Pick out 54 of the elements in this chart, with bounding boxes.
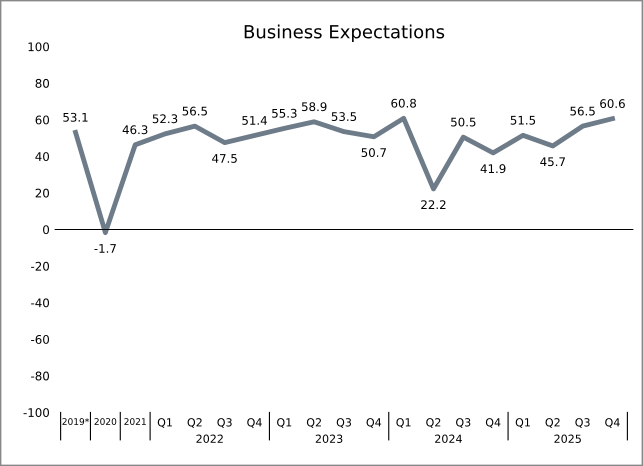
data-label: 60.8 (391, 98, 416, 108)
data-label: 50.7 (362, 148, 386, 158)
data-label: 60.6 (600, 99, 625, 108)
data-label: 46.3 (122, 125, 148, 134)
data-label: 53.1 (63, 112, 88, 122)
x-tick-label: Q4 (247, 418, 262, 428)
text: 2023 (316, 434, 342, 443)
y-tick-label: -40 (31, 298, 50, 308)
y-tick-label: 60 (36, 115, 50, 124)
x-tick-label: Q3 (575, 418, 590, 428)
x-tick-label: Q2 (188, 418, 202, 428)
data-label: 22.2 (421, 200, 446, 209)
x-tick-label: Q1 (396, 418, 411, 428)
data-label: 41.9 (480, 164, 506, 174)
x-tick-label: Q3 (336, 418, 352, 428)
data-label: 53.5 (332, 112, 356, 122)
data-label: 52.3 (152, 114, 178, 124)
data-label: 47.5 (212, 154, 237, 163)
data-label: 50.5 (451, 118, 476, 127)
y-tick-label: 100 (28, 42, 50, 52)
x-tick-label: Q4 (366, 418, 382, 428)
text: 2022 (196, 434, 223, 443)
data-label: 45.7 (540, 157, 565, 166)
x-tick-label: 2020 (94, 418, 116, 425)
x-tick-label: Q4 (486, 418, 500, 428)
data-label: -1.7 (94, 244, 116, 253)
y-tick-label: 0 (43, 225, 50, 234)
y-tick-label: -60 (31, 334, 50, 344)
x-tick-label: Q4 (605, 418, 620, 428)
x-tick-label: Q1 (277, 418, 292, 428)
text: 2024 (435, 434, 462, 443)
y-tick-label: 80 (36, 78, 50, 88)
y-tick-label: -100 (24, 408, 50, 418)
data-label: 55.3 (272, 108, 297, 118)
x-tick-label: Q1 (158, 418, 172, 428)
x-tick-label: Q3 (217, 418, 232, 428)
data-label: 56.5 (182, 106, 207, 116)
x-tick-label: Q3 (456, 418, 470, 428)
text: 2025 (554, 434, 581, 443)
y-tick-label: -80 (31, 372, 50, 380)
data-label: 56.5 (570, 106, 595, 116)
x-tick-label: Q2 (306, 418, 321, 428)
data-label: 51.5 (510, 116, 536, 125)
y-tick-label: 40 (35, 152, 50, 161)
x-tick-label: Q2 (546, 418, 560, 428)
data-label: 58.9 (302, 102, 326, 112)
x-tick-label: 2021 (124, 418, 146, 425)
x-tick-label: Q2 (426, 418, 440, 428)
chart-title: Business Expectations (244, 24, 444, 42)
data-label: 51.4 (242, 116, 267, 125)
x-tick-label: 2019* (62, 418, 90, 425)
y-tick-label: -20 (31, 262, 50, 271)
x-tick-label: Q1 (516, 418, 530, 428)
y-tick-label: 20 (36, 188, 50, 198)
